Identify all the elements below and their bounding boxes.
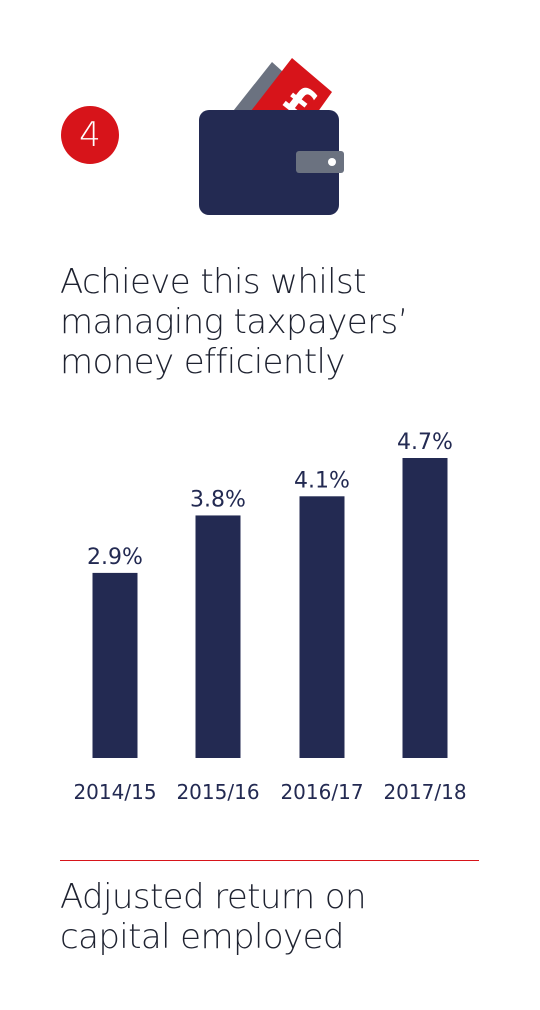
heading-line-1: Achieve this whilst (60, 262, 366, 302)
step-number-badge: 4 (61, 106, 119, 164)
caption-line-2: capital employed (60, 917, 344, 957)
bar-2017-18 (402, 458, 448, 758)
bar-value-label: 3.8% (190, 487, 246, 512)
bar-2014-15 (92, 572, 138, 758)
bar-value-label: 4.1% (294, 468, 350, 493)
category-label: 2017/18 (383, 780, 466, 804)
category-label: 2015/16 (176, 780, 259, 804)
step-number: 4 (79, 115, 101, 155)
divider-line (60, 860, 479, 861)
heading-line-3: money efficiently (60, 342, 346, 382)
wallet-icon: £ (199, 58, 344, 215)
chart-caption: Adjusted return on capital employed (60, 877, 500, 957)
category-label: 2014/15 (73, 780, 156, 804)
bar-value-label: 2.9% (87, 545, 143, 570)
wallet-body (199, 110, 339, 215)
bar-2015-16 (195, 515, 241, 758)
bar-chart: 2.9% 2014/15 3.8% 2015/16 4.1% 2016/17 4.7% 201… (73, 430, 466, 804)
bar-value-label: 4.7% (397, 430, 453, 455)
heading-line-2: managing taxpayers’ (60, 302, 408, 342)
wallet-clasp (296, 151, 344, 173)
bar-2016-17 (299, 496, 345, 758)
wallet-card-back (226, 62, 292, 120)
page-heading: Achieve this whilst managing taxpayers’ … (60, 262, 500, 382)
category-label: 2016/17 (280, 780, 363, 804)
caption-line-1: Adjusted return on (60, 877, 367, 917)
wallet-clasp-button (328, 158, 336, 166)
